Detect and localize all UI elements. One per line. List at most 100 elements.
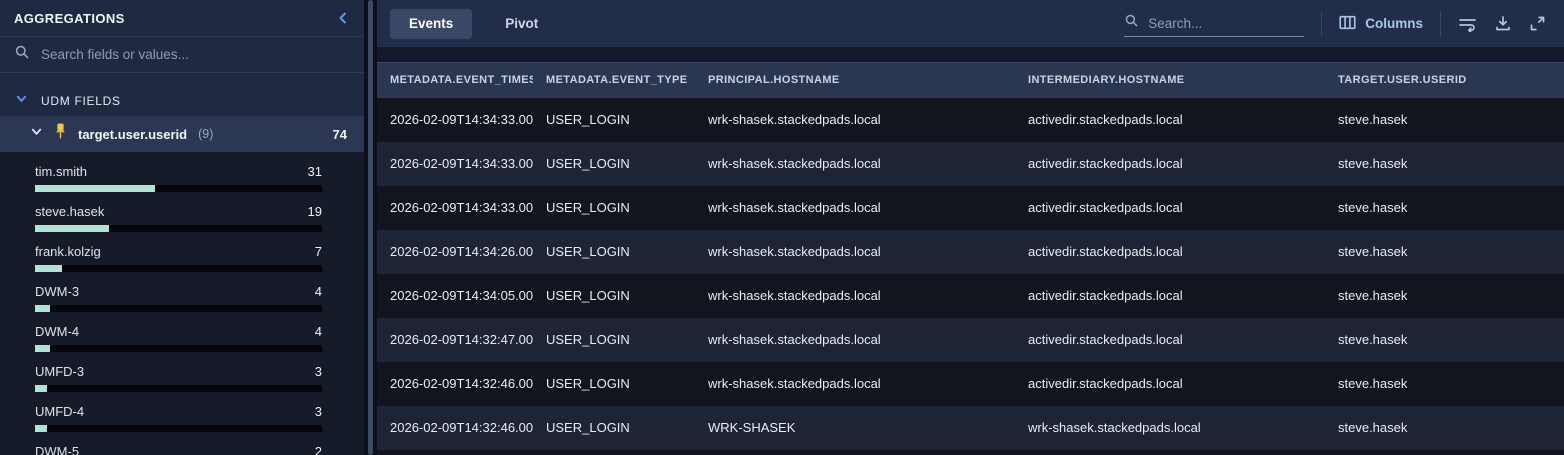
table-cell: activedir.stackedpads.local: [1028, 112, 1183, 127]
events-table-body: 2026-02-09T14:34:33.000 USER_LOGIN wrk-sha…: [377, 97, 1564, 450]
events-table: METADATA.EVENT_TIMEST... METADATA.EVENT_…: [377, 62, 1564, 450]
udm-fields-label: UDM FIELDS: [41, 94, 121, 108]
field-value-item[interactable]: UMFD-3 3: [35, 360, 322, 400]
column-header-intermediary-hostname[interactable]: INTERMEDIARY.HOSTNAME: [1015, 62, 1325, 98]
toolbar-table-gap: [377, 47, 1564, 62]
table-cell: USER_LOGIN: [546, 376, 630, 391]
table-cell: wrk-shasek.stackedpads.local: [708, 200, 881, 215]
table-cell: 2026-02-09T14:34:33.000: [390, 200, 533, 215]
column-header-target-user-userid[interactable]: TARGET.USER.USERID: [1325, 62, 1564, 98]
panel-scrollbar-track: [364, 0, 377, 455]
toolbar-divider: [1321, 10, 1323, 37]
table-cell: USER_LOGIN: [546, 244, 630, 259]
wrap-text-icon[interactable]: [1458, 15, 1477, 32]
value-bar-fill: [35, 185, 156, 192]
table-row[interactable]: 2026-02-09T14:34:33.000 USER_LOGIN wrk-sha…: [377, 97, 1564, 142]
table-row[interactable]: 2026-02-09T14:34:26.000 USER_LOGIN wrk-sha…: [377, 229, 1564, 274]
field-value-item[interactable]: DWM-5 2: [35, 440, 322, 455]
table-cell: wrk-shasek.stackedpads.local: [708, 244, 881, 259]
events-toolbar: Events Pivot Columns: [377, 0, 1564, 47]
value-label: DWM-5: [35, 444, 80, 455]
value-count: 19: [307, 204, 322, 219]
value-label: DWM-3: [35, 284, 80, 299]
table-row[interactable]: 2026-02-09T14:34:33.000 USER_LOGIN wrk-sha…: [377, 141, 1564, 186]
pin-icon[interactable]: [54, 123, 67, 145]
field-value-item[interactable]: DWM-4 4: [35, 320, 322, 360]
value-label: DWM-4: [35, 324, 80, 339]
aggregations-search: [0, 37, 364, 73]
table-cell: steve.hasek: [1338, 200, 1408, 215]
field-values-list: tim.smith 31 steve.hasek 19: [0, 152, 364, 455]
table-row[interactable]: 2026-02-09T14:32:46.000 USER_LOGIN wrk-sha…: [377, 361, 1564, 406]
table-cell: 2026-02-09T14:34:26.000: [390, 244, 533, 259]
value-count: 3: [314, 404, 322, 419]
chevron-down-icon: [15, 92, 28, 110]
field-distinct-count: (9): [198, 127, 214, 141]
table-row[interactable]: 2026-02-09T14:32:46.000 USER_LOGIN WRK-SHA…: [377, 405, 1564, 450]
table-cell: wrk-shasek.stackedpads.local: [708, 156, 881, 171]
table-cell: wrk-shasek.stackedpads.local: [708, 112, 881, 127]
table-cell: steve.hasek: [1338, 244, 1408, 259]
value-count: 4: [314, 324, 322, 339]
chevron-down-icon: [30, 125, 43, 143]
value-count: 4: [314, 284, 322, 299]
table-cell: steve.hasek: [1338, 288, 1408, 303]
udm-fields-section[interactable]: UDM FIELDS: [0, 86, 364, 116]
value-bar-fill: [35, 345, 51, 352]
events-main: Events Pivot Columns: [377, 0, 1564, 455]
view-tabs: Events Pivot: [390, 8, 557, 39]
table-cell: activedir.stackedpads.local: [1028, 376, 1183, 391]
field-value-item[interactable]: DWM-3 4: [35, 280, 322, 320]
field-value-item[interactable]: frank.kolzig 7: [35, 240, 322, 280]
table-row[interactable]: 2026-02-09T14:34:05.000 USER_LOGIN wrk-sha…: [377, 273, 1564, 318]
tab-pivot[interactable]: Pivot: [486, 9, 557, 39]
aggregations-panel: AGGREGATIONS UDM FIELDS: [0, 0, 364, 455]
toolbar-right: Columns: [1124, 10, 1546, 37]
table-cell: 2026-02-09T14:34:05.000: [390, 288, 533, 303]
field-row-target-user-userid[interactable]: target.user.userid (9) 74: [0, 116, 364, 152]
column-header-event-type[interactable]: METADATA.EVENT_TYPE: [533, 62, 695, 98]
table-cell: USER_LOGIN: [546, 332, 630, 347]
search-icon: [1124, 13, 1139, 33]
value-label: frank.kolzig: [35, 244, 101, 259]
table-search-input[interactable]: [1148, 15, 1326, 31]
value-bar-track: [35, 345, 322, 352]
value-label: tim.smith: [35, 164, 87, 179]
table-row[interactable]: 2026-02-09T14:32:47.000 USER_LOGIN wrk-sha…: [377, 317, 1564, 362]
tab-events[interactable]: Events: [390, 8, 473, 39]
download-icon[interactable]: [1494, 15, 1512, 32]
aggregations-search-input[interactable]: [41, 47, 350, 62]
column-header-event-timestamp[interactable]: METADATA.EVENT_TIMEST...: [377, 62, 533, 98]
collapse-panel-icon[interactable]: [336, 11, 350, 25]
table-row[interactable]: 2026-02-09T14:34:33.000 USER_LOGIN wrk-sha…: [377, 185, 1564, 230]
table-cell: activedir.stackedpads.local: [1028, 200, 1183, 215]
panel-scrollbar-thumb[interactable]: [368, 0, 373, 455]
table-cell: steve.hasek: [1338, 420, 1408, 435]
table-cell: activedir.stackedpads.local: [1028, 332, 1183, 347]
table-cell: 2026-02-09T14:34:33.000: [390, 156, 533, 171]
table-cell: 2026-02-09T14:32:46.000: [390, 376, 533, 391]
table-search: [1124, 10, 1326, 37]
value-bar-track: [35, 185, 322, 192]
value-bar-fill: [35, 265, 63, 272]
table-cell: steve.hasek: [1338, 156, 1408, 171]
value-bar-track: [35, 385, 322, 392]
table-cell: steve.hasek: [1338, 332, 1408, 347]
columns-button[interactable]: Columns: [1339, 15, 1423, 33]
value-count: 2: [314, 444, 322, 455]
field-value-item[interactable]: steve.hasek 19: [35, 200, 322, 240]
field-value-item[interactable]: UMFD-4 3: [35, 400, 322, 440]
table-cell: wrk-shasek.stackedpads.local: [708, 332, 881, 347]
table-cell: 2026-02-09T14:32:47.000: [390, 332, 533, 347]
table-cell: USER_LOGIN: [546, 420, 630, 435]
value-bar-fill: [35, 425, 47, 432]
table-cell: wrk-shasek.stackedpads.local: [1028, 420, 1201, 435]
table-cell: USER_LOGIN: [546, 112, 630, 127]
column-header-principal-hostname[interactable]: PRINCIPAL.HOSTNAME: [695, 62, 1015, 98]
table-cell: activedir.stackedpads.local: [1028, 288, 1183, 303]
value-label: UMFD-3: [35, 364, 85, 379]
field-value-item[interactable]: tim.smith 31: [35, 160, 322, 200]
table-cell: wrk-shasek.stackedpads.local: [708, 376, 881, 391]
columns-label: Columns: [1365, 16, 1423, 31]
expand-icon[interactable]: [1529, 15, 1546, 32]
